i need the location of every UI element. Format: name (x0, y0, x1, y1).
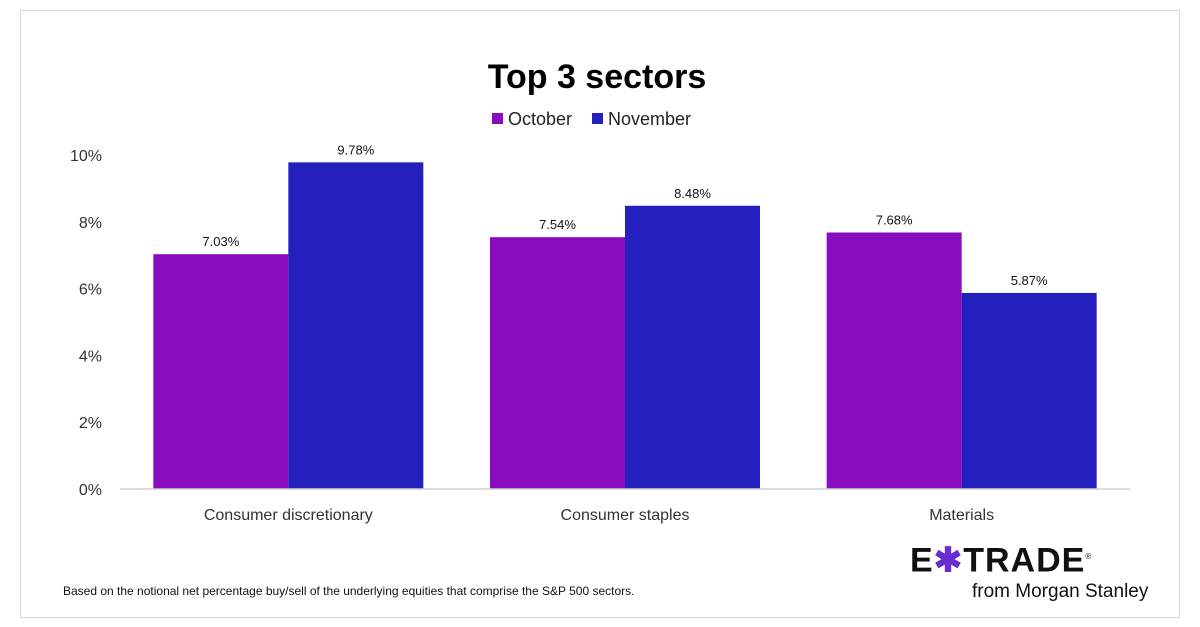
logo-subtitle: from Morgan Stanley (972, 581, 1149, 603)
bar (288, 162, 424, 489)
footnote: Based on the notional net percentage buy… (63, 584, 635, 598)
data-label: 7.68% (876, 212, 913, 227)
bar (625, 205, 760, 489)
x-tick-label: Materials (929, 507, 994, 524)
legend-swatch (592, 113, 603, 124)
chart-card (20, 10, 1180, 618)
bar (490, 237, 625, 489)
y-tick-label: 4% (79, 348, 102, 365)
y-tick-label: 0% (79, 482, 102, 499)
bar (826, 232, 962, 489)
y-tick-label: 8% (79, 215, 102, 232)
y-tick-label: 6% (79, 282, 102, 299)
bar (153, 254, 289, 489)
data-label: 5.87% (1011, 273, 1048, 288)
data-label: 7.54% (539, 217, 576, 232)
data-label: 9.78% (337, 142, 374, 157)
logo-letters: TRADE (963, 541, 1086, 580)
y-tick-label: 10% (70, 148, 102, 165)
y-tick-label: 2% (79, 415, 102, 432)
legend-label: November (608, 109, 691, 129)
logo-x-icon: ✱ (933, 541, 964, 580)
bar (961, 292, 1097, 489)
data-label: 8.48% (674, 186, 711, 201)
etrade-logo: E✱TRADE® from Morgan Stanley (910, 540, 1150, 603)
registered-mark: ® (1085, 552, 1093, 561)
x-tick-label: Consumer staples (561, 507, 690, 524)
x-tick-label: Consumer discretionary (204, 507, 373, 524)
legend-swatch (492, 113, 503, 124)
chart-title: Top 3 sectors (488, 58, 707, 96)
logo-letter: E (910, 541, 934, 580)
data-label: 7.03% (202, 234, 239, 249)
legend-label: October (508, 109, 572, 129)
